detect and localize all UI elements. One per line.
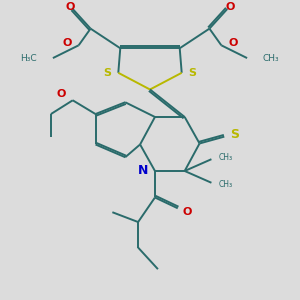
Text: S: S bbox=[103, 68, 111, 78]
Text: O: O bbox=[56, 89, 65, 99]
Text: CH₃: CH₃ bbox=[218, 180, 233, 189]
Text: O: O bbox=[226, 2, 235, 12]
Text: CH₃: CH₃ bbox=[218, 153, 233, 162]
Text: O: O bbox=[229, 38, 238, 48]
Text: H₃C: H₃C bbox=[20, 54, 37, 63]
Text: O: O bbox=[62, 38, 71, 48]
Text: N: N bbox=[138, 164, 148, 178]
Text: S: S bbox=[189, 68, 196, 78]
Text: O: O bbox=[183, 207, 192, 217]
Text: CH₃: CH₃ bbox=[263, 54, 280, 63]
Text: O: O bbox=[65, 2, 74, 12]
Text: S: S bbox=[230, 128, 239, 141]
